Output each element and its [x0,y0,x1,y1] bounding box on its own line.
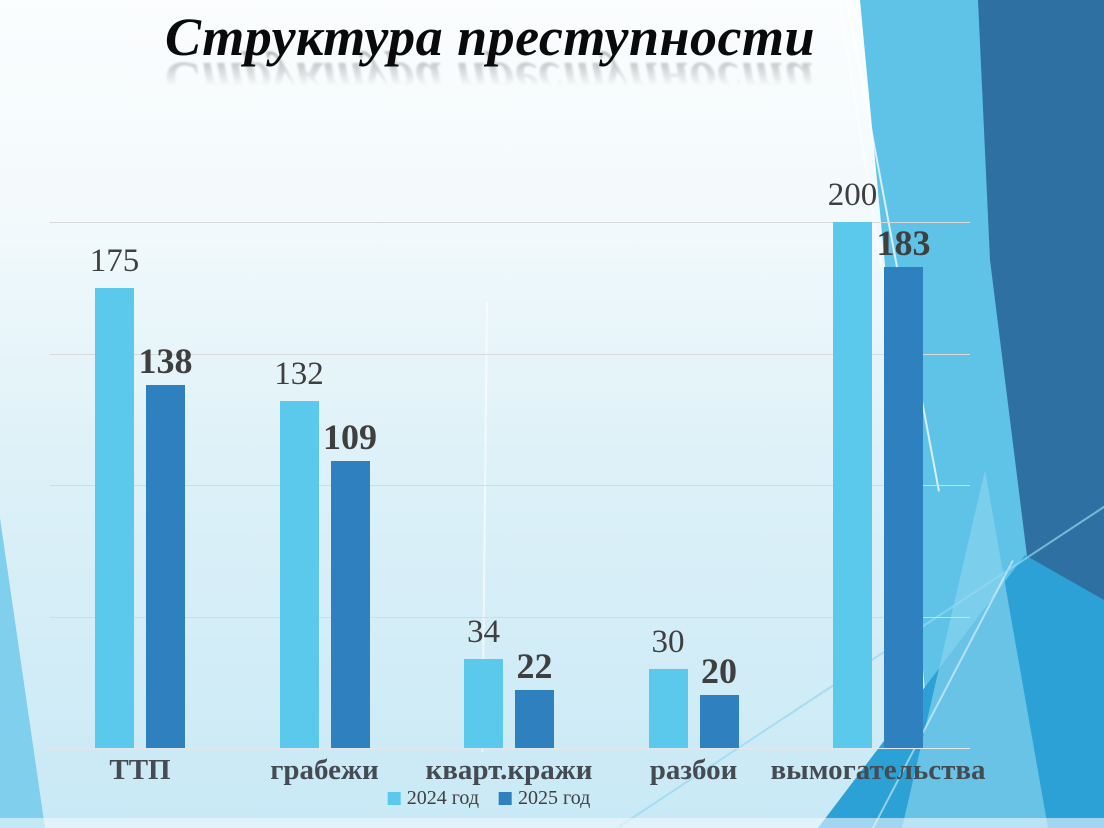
legend: 2024 год 2025 год [387,787,590,809]
value-label-вымогательства-2024 год: 200 [827,177,878,213]
category-label-кварт.кражи: кварт.кражи [425,754,593,786]
x-axis-line [50,748,970,749]
value-label-ТТП-2024 год: 175 [89,242,140,279]
slide-title-reflection: Структура преступности [164,51,816,112]
deco-bottom-strip [0,818,1104,828]
category-label-разбои: разбои [649,754,738,786]
value-label-кварт.кражи-2024 год: 34 [467,613,500,650]
slide-title-block: Структура преступности Структура преступ… [165,6,815,112]
category-label-грабежи: грабежи [270,754,379,786]
value-label-ТТП-2025 год: 138 [138,341,193,382]
bar-грабежи-2024 год [279,400,319,748]
legend-swatch-2024 [387,791,401,805]
value-label-разбои-2025 год: 20 [701,651,737,692]
bar-разбои-2024 год [648,669,688,748]
legend-item-2025: 2025 год [499,788,590,808]
category-label-ТТП: ТТП [109,754,171,786]
bar-вымогательства-2025 год [884,266,923,748]
bar-кварт.кражи-2024 год [464,658,503,748]
legend-label-2025: 2025 год [518,787,591,809]
value-label-грабежи-2024 год: 132 [274,355,324,392]
slide-title: Структура преступности [164,7,816,67]
gridline-50 [50,616,970,618]
bar-ТТП-2025 год [146,385,185,748]
bar-вымогательства-2024 год [833,222,872,748]
gridline-100 [50,485,970,486]
bar-разбои-2025 год [699,695,739,748]
legend-item-2024: 2024 год [387,787,479,809]
value-label-вымогательства-2025 год: 183 [876,222,931,263]
bar-грабежи-2025 год [330,461,370,748]
legend-label-2024: 2024 год [406,787,479,809]
gridline-150 [50,353,970,355]
bar-ТТП-2024 год [95,287,134,748]
value-label-разбои-2024 год: 30 [651,624,685,661]
category-label-вымогательства: вымогательства [770,754,986,786]
value-label-грабежи-2025 год: 109 [323,417,377,458]
bar-кварт.кражи-2025 год [515,690,554,748]
gridline-200 [50,222,970,223]
legend-swatch-2025 [499,791,512,805]
value-label-кварт.кражи-2025 год: 22 [516,646,553,687]
